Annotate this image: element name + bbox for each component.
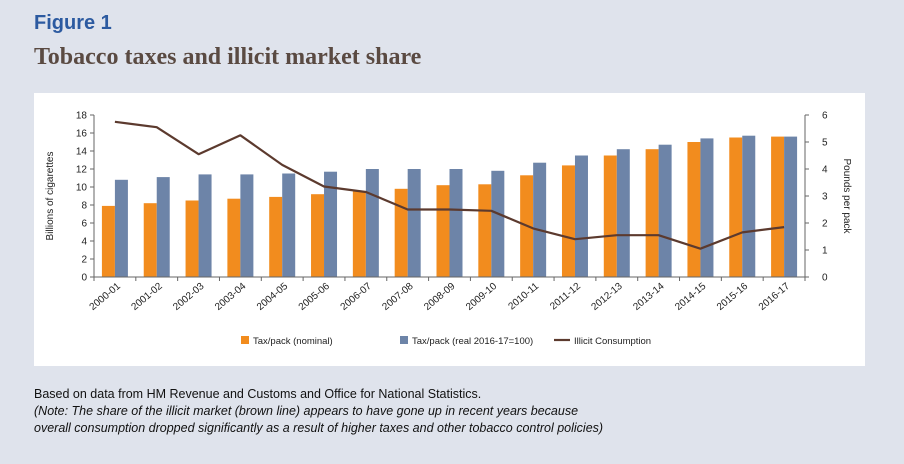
legend-swatch-real xyxy=(400,336,408,344)
left-tick-label: 12 xyxy=(76,165,88,176)
bar-real xyxy=(784,136,798,277)
legend-label-real: Tax/pack (real 2016-17=100) xyxy=(412,336,533,347)
legend-swatch-nominal xyxy=(241,336,249,344)
chart-panel: 0 2 4 6 8 10 12 14 16 18 0 1 2 3 4 5 6 2000-01 2001-02 2002… xyxy=(34,93,865,366)
left-tick-label: 4 xyxy=(81,237,87,248)
bar-nominal xyxy=(436,185,450,277)
left-tick-label: 10 xyxy=(76,183,88,194)
note-line-1: (Note: The share of the illicit market (… xyxy=(34,404,579,418)
bar-real xyxy=(198,174,212,277)
y2-axis-title: Pounds per pack xyxy=(841,158,852,234)
x-tick-label: 2005-06 xyxy=(297,281,333,313)
right-tick-label: 0 xyxy=(822,273,828,284)
bar-nominal xyxy=(311,194,325,277)
left-tick-label: 8 xyxy=(81,201,87,212)
bar-real xyxy=(700,138,714,277)
x-tick-label: 2012-13 xyxy=(590,281,626,313)
left-tick-label: 16 xyxy=(76,129,88,140)
bar-real xyxy=(282,173,296,277)
bar-nominal xyxy=(729,137,743,277)
x-tick-label: 2013-14 xyxy=(631,281,667,313)
bar-real xyxy=(324,171,338,277)
bar-real xyxy=(491,170,505,277)
bar-real xyxy=(533,162,547,277)
bar-real xyxy=(574,155,588,277)
footnote: Based on data from HM Revenue and Custom… xyxy=(34,386,874,437)
bar-nominal xyxy=(478,184,492,277)
bar-real xyxy=(616,149,630,277)
right-tick-label: 5 xyxy=(822,138,828,149)
x-tick-label: 2014-15 xyxy=(673,281,709,313)
bar-real xyxy=(156,177,170,277)
x-tick-label: 2008-09 xyxy=(422,281,458,313)
left-tick-label: 0 xyxy=(81,273,87,284)
bar-real xyxy=(114,179,128,277)
bar-nominal xyxy=(603,155,617,277)
source-text: Based on data from HM Revenue and Custom… xyxy=(34,387,482,401)
bar-real xyxy=(742,135,756,277)
x-tick-label: 2006-07 xyxy=(339,281,375,313)
bar-real xyxy=(407,169,421,277)
x-tick-label: 2001-02 xyxy=(129,281,165,313)
right-tick-label: 1 xyxy=(822,246,828,257)
x-tick-label: 2015-16 xyxy=(715,281,751,313)
x-tick-label: 2002-03 xyxy=(171,281,207,313)
bar-nominal xyxy=(227,198,241,277)
bar-nominal xyxy=(561,165,575,277)
bar-real xyxy=(240,174,254,277)
note-line-2: overall consumption dropped significantl… xyxy=(34,421,604,435)
right-tick-label: 2 xyxy=(822,219,828,230)
bar-nominal xyxy=(143,203,157,277)
bar-real xyxy=(449,169,463,277)
x-tick-label: 2010-11 xyxy=(506,281,541,313)
bar-nominal xyxy=(269,196,283,277)
illicit-consumption-line xyxy=(114,120,785,250)
bar-nominal xyxy=(394,188,408,277)
bar-nominal xyxy=(687,142,701,277)
left-tick-label: 2 xyxy=(81,255,87,266)
x-tick-label: 2016-17 xyxy=(757,281,793,313)
bar-nominal xyxy=(352,191,366,277)
bar-real xyxy=(658,144,672,277)
x-tick-label: 2007-08 xyxy=(380,281,416,313)
left-tick-label: 6 xyxy=(81,219,87,230)
x-tick-label: 2000-01 xyxy=(88,281,124,313)
bar-nominal xyxy=(185,200,199,277)
legend-label-nominal: Tax/pack (nominal) xyxy=(253,336,333,347)
figure-title: Tobacco taxes and illicit market share xyxy=(34,44,422,70)
bar-nominal xyxy=(101,205,115,277)
right-tick-label: 4 xyxy=(822,165,828,176)
figure-label: Figure 1 xyxy=(34,12,112,34)
y-axis-title: Billions of cigarettes xyxy=(45,152,56,241)
left-tick-label: 18 xyxy=(76,111,88,122)
x-tick-label: 2009-10 xyxy=(464,281,500,313)
x-tick-label: 2011-12 xyxy=(548,281,583,313)
left-tick-label: 14 xyxy=(76,147,88,158)
right-tick-label: 6 xyxy=(822,111,828,122)
right-tick-label: 3 xyxy=(822,192,828,203)
bar-nominal xyxy=(645,149,659,277)
legend-label-illicit: Illicit Consumption xyxy=(574,336,651,347)
x-tick-label: 2003-04 xyxy=(213,281,249,313)
x-tick-label: 2004-05 xyxy=(255,281,291,313)
bar-nominal xyxy=(771,136,785,277)
bar-real xyxy=(365,169,379,277)
